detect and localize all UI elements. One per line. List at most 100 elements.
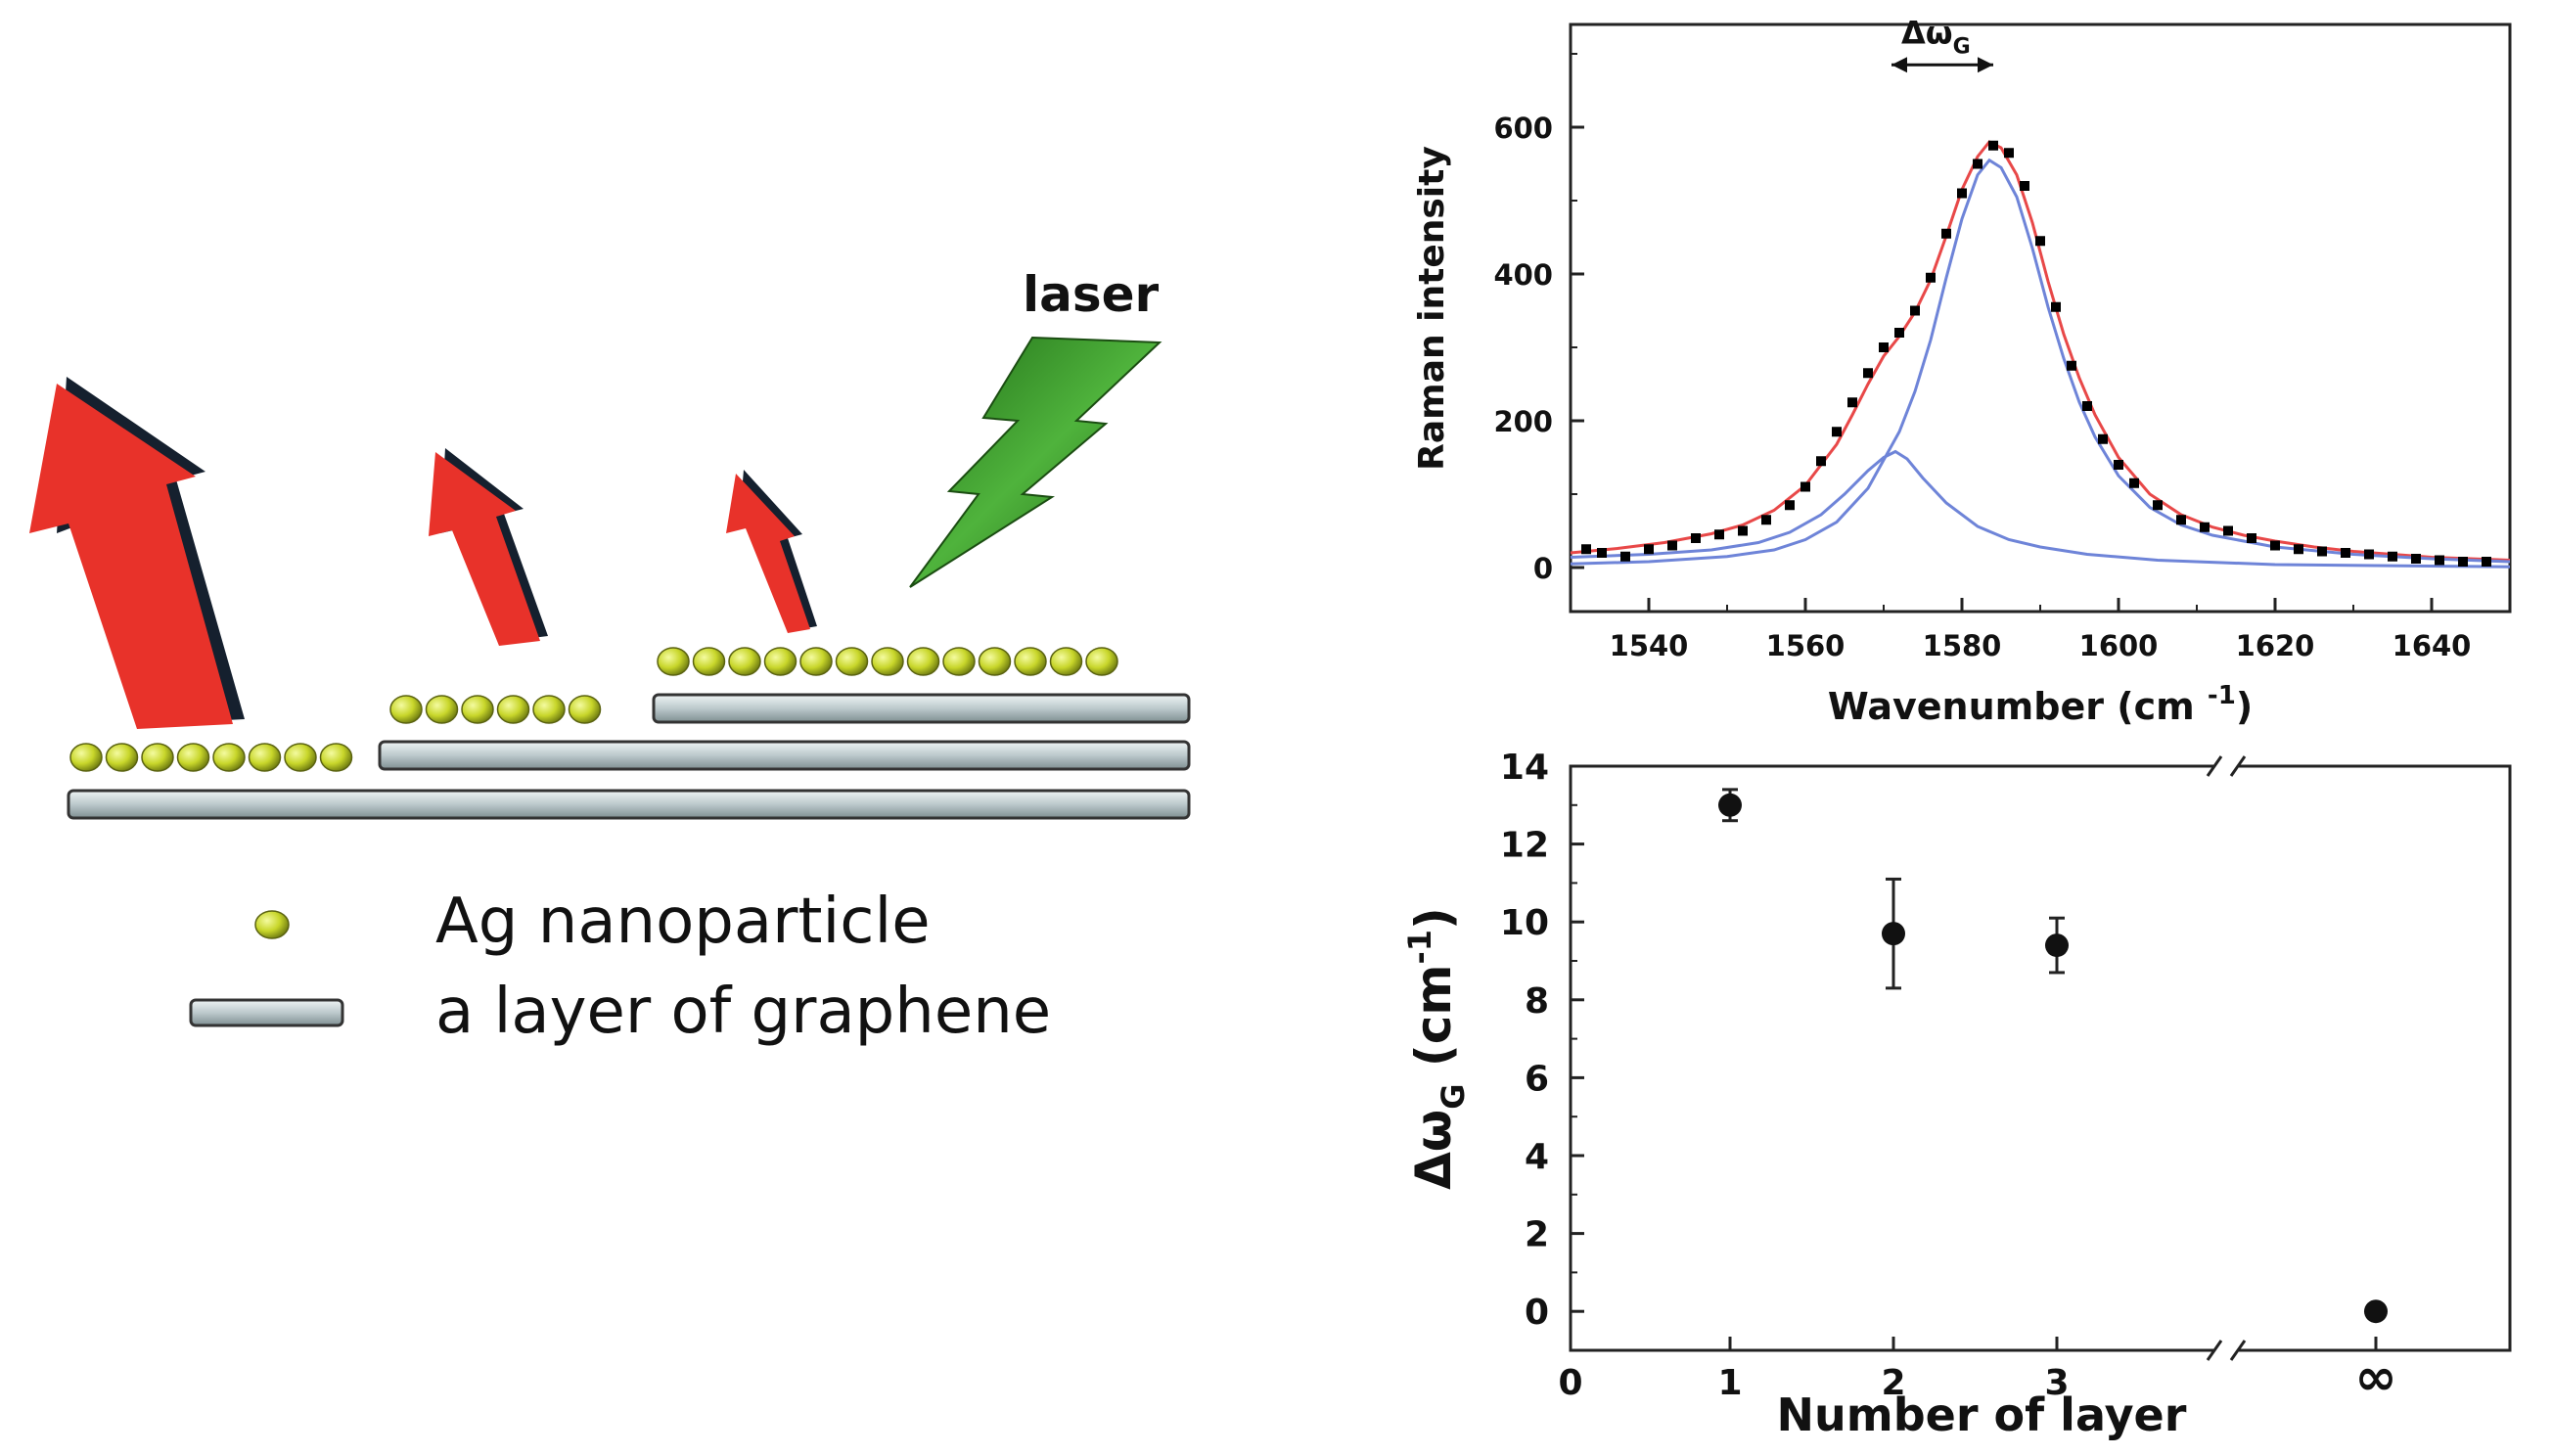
- legend-layer-icon: [189, 998, 344, 1027]
- x-tick-label: 2: [1881, 1363, 1905, 1403]
- delta-annotation-sub: G: [1953, 34, 1971, 59]
- y-tick-label: 8: [1525, 981, 1549, 1022]
- ag-nanoparticle: [284, 743, 317, 772]
- data-point: [1738, 525, 1748, 536]
- data-point: [1644, 544, 1654, 555]
- delta-arrow-head: [1891, 57, 1907, 73]
- ag-nanoparticle: [176, 743, 210, 772]
- ag-nanoparticle: [871, 647, 904, 676]
- data-point: [2317, 546, 2327, 557]
- ag-nanoparticle: [763, 647, 798, 676]
- data-point: [1800, 481, 1810, 492]
- y-axis-label: Raman intensity: [1412, 146, 1452, 471]
- emission-arrow-large: [29, 377, 245, 729]
- schematic: laser Ag nanoparticle a layer of graphen…: [29, 266, 1191, 1048]
- data-point: [1832, 427, 1842, 437]
- x-tick-label: 1600: [2079, 629, 2159, 662]
- data-point: [2004, 148, 2014, 159]
- data-point: [2482, 557, 2491, 567]
- data-point: [1882, 922, 1905, 946]
- x-tick-label: 3: [2044, 1363, 2069, 1403]
- y-tick-label: 200: [1493, 405, 1553, 438]
- legend-particle-label: Ag nanoparticle: [435, 886, 931, 958]
- ag-nanoparticle: [1049, 647, 1083, 676]
- x-axis-label: Number of layer: [1777, 1388, 2187, 1441]
- ag-nanoparticle: [942, 647, 976, 676]
- y-axis-label-sub: G: [1435, 1083, 1472, 1109]
- data-point: [1973, 159, 1982, 169]
- y-axis-label: ΔωG (cm-1): [1401, 907, 1472, 1190]
- y-tick-label: 4: [1525, 1137, 1549, 1177]
- y-tick-label: 14: [1500, 748, 1549, 788]
- x-tick-label: ∞: [2354, 1348, 2396, 1407]
- data-point: [2364, 549, 2374, 560]
- ag-nanoparticle: [532, 695, 566, 724]
- data-point: [1581, 544, 1591, 555]
- axis-break-mark: [2229, 1340, 2247, 1361]
- legend: Ag nanoparticle a layer of graphene: [189, 886, 1051, 1048]
- data-point: [2067, 360, 2076, 371]
- x-tick-label: 0: [1558, 1363, 1582, 1403]
- laser-label: laser: [1023, 266, 1160, 323]
- y-axis-label-unit-sup: -1: [1401, 930, 1438, 965]
- data-point: [1620, 551, 1630, 562]
- x-tick-label: 1580: [1923, 629, 2002, 662]
- data-point: [2294, 544, 2303, 555]
- ag-nanoparticle: [69, 743, 103, 772]
- ag-nanoparticle: [657, 647, 690, 676]
- legend-particle-icon: [254, 910, 290, 939]
- ag-nanoparticle: [105, 743, 139, 772]
- axis-break-gap: [2213, 1341, 2239, 1360]
- data-point: [1847, 397, 1857, 408]
- data-point: [1879, 342, 1889, 352]
- ag-nanoparticle: [728, 647, 761, 676]
- data-point: [1816, 456, 1826, 467]
- data-point: [2082, 401, 2092, 411]
- data-point: [2176, 515, 2186, 525]
- data-point: [2098, 433, 2108, 444]
- data-point: [2223, 525, 2233, 536]
- data-point: [1785, 500, 1795, 511]
- graphene-layer-1: [67, 789, 1191, 820]
- ag-nanoparticle: [835, 647, 869, 676]
- data-point: [2153, 500, 2163, 511]
- ag-nanoparticle: [568, 695, 602, 724]
- y-axis-label-unit: (cm: [1405, 964, 1462, 1083]
- ag-nanoparticle: [1014, 647, 1047, 676]
- ag-nanoparticle: [1085, 647, 1118, 676]
- ag-nanoparticles: [69, 647, 1118, 772]
- fit-curve: [1570, 158, 2511, 566]
- emission-arrow-small: [726, 470, 817, 633]
- ag-nanoparticle: [212, 743, 246, 772]
- data-point: [2247, 533, 2256, 543]
- ag-nanoparticle: [799, 647, 833, 676]
- y-tick-label: 6: [1525, 1059, 1549, 1099]
- axis-break-mark: [2206, 1340, 2223, 1361]
- ag-nanoparticle: [141, 743, 174, 772]
- ag-nanoparticle: [461, 695, 494, 724]
- axis-break-mark: [2206, 755, 2223, 777]
- data-point: [1597, 548, 1607, 558]
- ag-nanoparticle: [978, 647, 1012, 676]
- delta-arrow-head: [1978, 57, 1993, 73]
- data-point: [1718, 793, 1742, 817]
- x-tick-label: 1620: [2236, 629, 2315, 662]
- axis-break-mark: [2229, 755, 2247, 777]
- y-tick-label: 400: [1493, 258, 1553, 292]
- data-point: [1894, 328, 1904, 338]
- x-tick-label: 1640: [2392, 629, 2472, 662]
- data-point: [2200, 522, 2210, 532]
- ag-nanoparticle: [389, 695, 423, 724]
- plot-frame: [1569, 764, 2512, 1352]
- data-point: [2458, 557, 2468, 567]
- data-point: [2045, 933, 2069, 958]
- y-tick-label: 0: [1525, 1293, 1549, 1333]
- fit-curve: [1570, 449, 2511, 569]
- axis-break-gap: [2213, 756, 2239, 776]
- graphene-layer-2: [378, 740, 1191, 771]
- x-axis-label-end: ): [2236, 685, 2253, 728]
- y-tick-label: 0: [1533, 552, 1553, 585]
- ag-nanoparticle: [319, 743, 353, 772]
